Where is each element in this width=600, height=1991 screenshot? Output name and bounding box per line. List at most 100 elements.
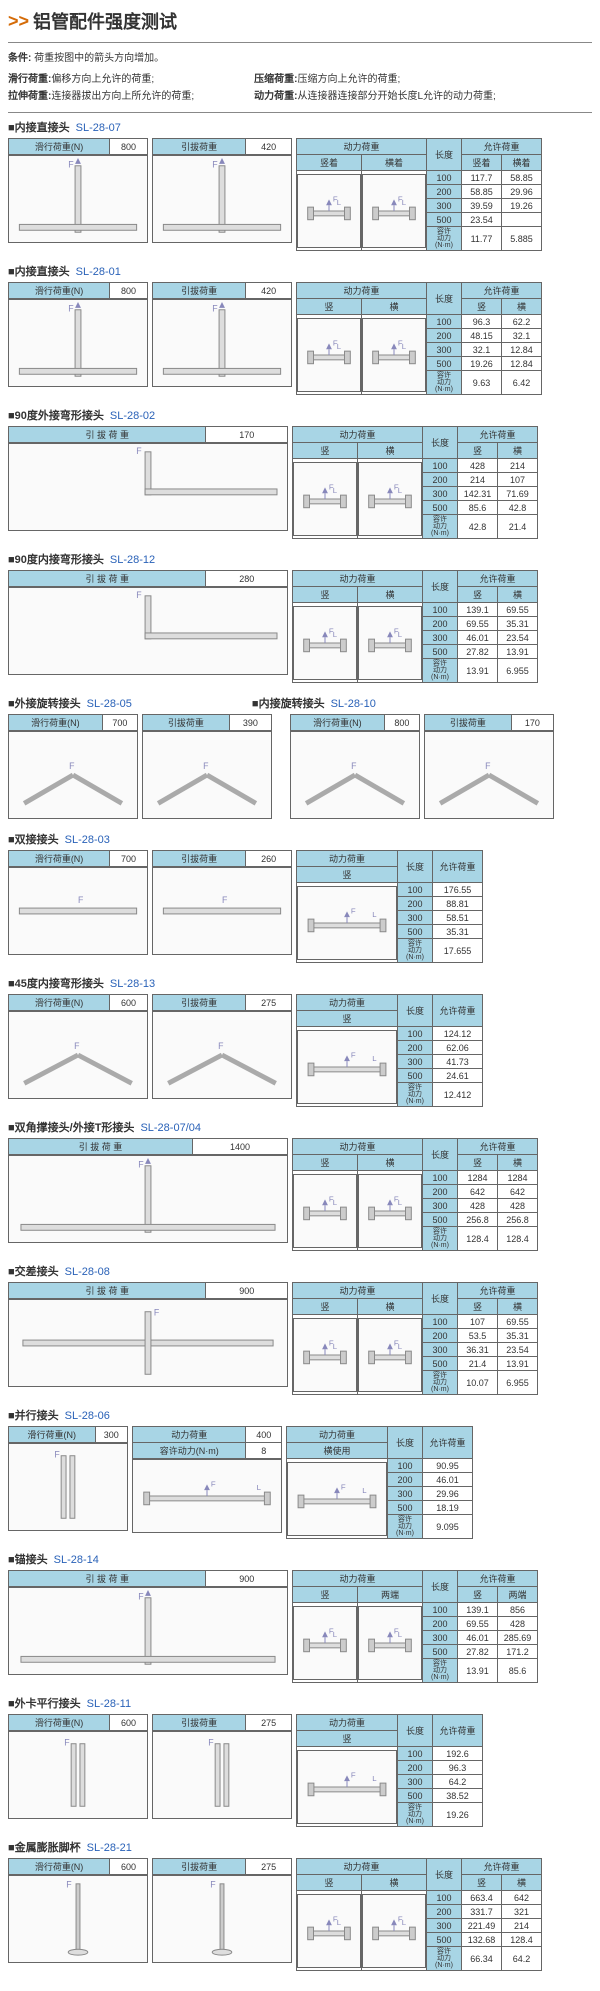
section-name: 90度内接弯形接头 <box>15 554 104 566</box>
svg-text:L: L <box>257 1483 262 1492</box>
diagram: FL <box>293 1606 357 1680</box>
section-title: ■并行接头SL-28-06 <box>8 1407 592 1423</box>
svg-text:L: L <box>333 486 338 495</box>
dynamic-load-table: 动力荷重长度允许荷重竖横竖横FLFL10010769.5520053.535.3… <box>292 1282 538 1395</box>
section-title: ■锚接头SL-28-14 <box>8 1551 592 1567</box>
definitions: 滑行荷重:偏移方向上允许的荷重;拉伸荷重:连接器拔出方向上所允许的荷重; 压缩荷… <box>8 70 592 102</box>
section-title: ■45度内接弯形接头SL-28-13 <box>8 975 592 991</box>
svg-text:F: F <box>212 304 218 314</box>
section-code: SL-28-08 <box>65 1266 110 1278</box>
diagram: F <box>8 443 288 531</box>
section-title: ■外卡平行接头SL-28-11 <box>8 1695 592 1711</box>
svg-text:F: F <box>222 895 228 905</box>
section: ■内接直接头SL-28-01滑行荷重(N)800F引拔荷重420F动力荷重长度允… <box>8 263 592 395</box>
load-table: 滑行荷重(N)800 <box>290 714 420 731</box>
svg-text:L: L <box>398 1198 403 1207</box>
svg-text:L: L <box>398 630 403 639</box>
diagram: FL <box>297 1750 397 1824</box>
diagram: FL <box>297 886 397 960</box>
section: ■内接直接头SL-28-07滑行荷重(N)800F引拔荷重420F动力荷重长度允… <box>8 119 592 251</box>
load-table: 引拔荷重260 <box>152 850 292 867</box>
diagram: FL <box>362 174 426 248</box>
title-text: 铝管配件强度测试 <box>33 8 177 34</box>
divider <box>8 112 592 113</box>
svg-text:L: L <box>402 1918 407 1927</box>
section: ■并行接头SL-28-06滑行荷重(N)300F动力荷重400容许动力(N·m)… <box>8 1407 592 1539</box>
svg-text:F: F <box>54 1450 60 1460</box>
load-table: 引拔荷重275 <box>152 1858 292 1875</box>
load-table: 滑行荷重(N)600 <box>8 1714 148 1731</box>
section-title: ■90度外接弯形接头SL-28-02 <box>8 407 592 423</box>
load-table: 引 拔 荷 重1400 <box>8 1138 288 1155</box>
dynamic-load-table: 动力荷重长度允许荷重竖着横着竖着横着FLFL100117.758.8520058… <box>296 138 542 251</box>
section: ■锚接头SL-28-14引 拔 荷 重900F动力荷重长度允许荷重竖两端竖两端F… <box>8 1551 592 1683</box>
diagram: F <box>8 731 138 819</box>
svg-text:L: L <box>333 1342 338 1351</box>
load-table: 滑行荷重(N)300 <box>8 1426 128 1443</box>
section-code: SL-28-11 <box>87 1698 131 1710</box>
diagram: F <box>8 1155 288 1243</box>
diagram: FL <box>297 1030 397 1104</box>
svg-text:F: F <box>212 160 218 170</box>
load-table: 引 拔 荷 重170 <box>8 426 288 443</box>
diagram: F <box>8 1443 128 1531</box>
section-name: 并行接头 <box>15 1410 59 1422</box>
svg-text:L: L <box>337 198 342 207</box>
section-title: ■90度内接弯形接头SL-28-12 <box>8 551 592 567</box>
section-code: SL-28-05 <box>87 698 132 710</box>
svg-text:F: F <box>351 1050 356 1059</box>
dynamic-load-table: 动力荷重长度允许荷重竖FL100124.1220062.0630041.7350… <box>296 994 483 1107</box>
diagram: FL <box>293 1318 357 1392</box>
diagram: F <box>152 1731 292 1819</box>
dynamic-load-table: 动力荷重长度允许荷重竖FL100176.5520088.8130058.5150… <box>296 850 483 963</box>
svg-text:F: F <box>341 1482 346 1491</box>
diagram: F <box>8 1875 148 1963</box>
svg-text:F: F <box>218 1041 224 1051</box>
svg-text:F: F <box>68 160 74 170</box>
diagram: FL <box>132 1459 282 1533</box>
section-code: SL-28-07 <box>76 122 121 134</box>
svg-text:F: F <box>68 304 74 314</box>
diagram: F <box>424 731 554 819</box>
diagram: F <box>8 1299 288 1387</box>
svg-text:F: F <box>208 1738 214 1748</box>
divider <box>8 42 592 43</box>
dynamic-load-table: 动力荷重长度允许荷重竖FL100192.620096.330064.250038… <box>296 1714 483 1827</box>
diagram: FL <box>297 318 361 392</box>
diagram: F <box>152 155 292 243</box>
svg-text:F: F <box>211 1479 216 1488</box>
svg-text:L: L <box>372 1054 377 1063</box>
diagram: F <box>152 1011 292 1099</box>
section: ■双接接头SL-28-03滑行荷重(N)700F引拔荷重260F动力荷重长度允许… <box>8 831 592 963</box>
svg-text:L: L <box>362 1486 367 1495</box>
section: ■外卡平行接头SL-28-11滑行荷重(N)600F引拔荷重275F动力荷重长度… <box>8 1695 592 1827</box>
section-name: 双接接头 <box>15 834 59 846</box>
definition-item: 拉伸荷重:连接器拔出方向上所允许的荷重; <box>8 87 194 102</box>
dynamic-load-table: 动力荷重长度允许荷重竖横竖横FLFL1004282142002141073001… <box>292 426 538 539</box>
diagram: FL <box>358 1606 422 1680</box>
section-name: 外接旋转接头 <box>15 698 81 710</box>
dynamic-load-table: 动力荷重长度允许荷重竖横竖横FLFL1001284128420064264230… <box>292 1138 538 1251</box>
svg-text:F: F <box>351 761 357 771</box>
svg-text:F: F <box>136 446 142 456</box>
section-code: SL-28-12 <box>110 554 155 566</box>
section-code: SL-28-06 <box>65 1410 110 1422</box>
load-table: 引拔荷重390 <box>142 714 272 731</box>
dynamic-load-table: 动力荷重长度允许荷重竖横竖横FLFL10096.362.220048.1532.… <box>296 282 542 395</box>
definition-item: 压缩荷重:压缩方向上允许的荷重; <box>254 70 496 85</box>
diagram: FL <box>297 1894 361 1968</box>
section: ■90度外接弯形接头SL-28-02 引 拔 荷 重170 F 动力荷重长度允许荷重竖… <box>8 407 592 539</box>
section-title: ■内接直接头SL-28-01 <box>8 263 592 279</box>
load-table: 引拔荷重170 <box>424 714 554 731</box>
svg-text:L: L <box>398 486 403 495</box>
svg-text:L: L <box>402 342 407 351</box>
section-name: 金属膨胀脚杯 <box>15 1842 81 1854</box>
section-name: 交差接头 <box>15 1266 59 1278</box>
svg-text:F: F <box>138 1592 144 1602</box>
svg-text:F: F <box>74 1041 80 1051</box>
diagram: F <box>152 299 292 387</box>
section-name: 内接直接头 <box>15 122 70 134</box>
diagram: F <box>152 867 292 955</box>
section-code: SL-28-13 <box>110 978 155 990</box>
svg-text:F: F <box>138 1160 144 1170</box>
